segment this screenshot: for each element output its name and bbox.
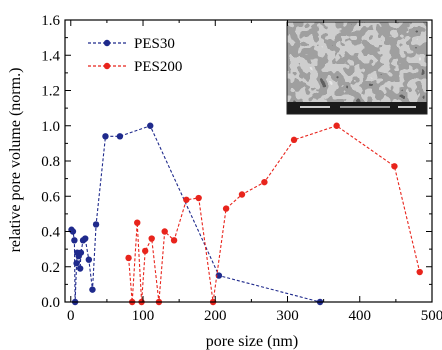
y-axis-label: relative pore volume (norm.) (7, 68, 24, 253)
x-tick-label: 200 (204, 308, 227, 324)
legend: PES30 PES200 (88, 36, 182, 75)
data-point-pes30 (85, 256, 93, 263)
y-tick-label: 0.4 (41, 225, 60, 241)
axes-layer: 0 100 200 300 400 500 0.0 0.2 0.4 0.6 0.8 1.0 1.2 1.4… (41, 13, 442, 324)
sem-inset-image (286, 21, 428, 115)
x-tick-label: 500 (421, 308, 442, 324)
data-point-pes200 (238, 191, 246, 198)
legend-label-pes30: PES30 (134, 36, 175, 52)
data-point-pes30 (102, 133, 109, 140)
data-point-pes30 (73, 260, 80, 267)
y-tick-label: 0.8 (41, 154, 60, 170)
data-point-pes30 (116, 133, 124, 140)
x-axis-label: pore size (nm) (206, 333, 298, 350)
x-tick-label: 100 (132, 308, 155, 324)
data-point-pes30 (69, 228, 77, 235)
legend-marker-pes30 (103, 39, 111, 47)
data-point-pes200 (261, 178, 268, 186)
data-point-pes30 (82, 235, 89, 242)
data-point-pes200 (134, 219, 141, 226)
data-point-pes200 (333, 122, 340, 129)
x-tick-label: 400 (349, 308, 372, 324)
data-point-pes200 (183, 196, 190, 203)
data-point-pes30 (71, 237, 78, 244)
y-tick-label: 1.0 (41, 119, 60, 135)
data-point-pes200 (222, 205, 230, 212)
data-point-pes30 (76, 265, 84, 272)
data-point-pes200 (170, 237, 178, 244)
data-point-pes30 (147, 122, 154, 129)
data-point-pes200 (416, 268, 423, 276)
x-tick-label: 300 (276, 308, 299, 324)
y-tick-label: 1.2 (41, 84, 60, 100)
y-tick-label: 1.6 (41, 13, 60, 29)
data-point-pes200 (148, 235, 155, 242)
series-layer (68, 122, 423, 306)
data-point-pes30 (215, 272, 223, 279)
data-point-pes200 (141, 247, 149, 255)
data-point-pes30 (77, 249, 85, 256)
data-point-pes200 (195, 194, 202, 202)
data-point-pes30 (89, 286, 96, 293)
series-line-pes30 (71, 125, 321, 303)
x-tick-label: 0 (67, 308, 75, 324)
legend-marker-pes200 (103, 62, 111, 70)
data-point-pes200 (125, 254, 132, 262)
legend-label-pes200: PES200 (134, 59, 182, 75)
y-tick-label: 0.2 (41, 260, 60, 276)
data-point-pes200 (391, 163, 398, 170)
data-point-pes30 (92, 221, 100, 228)
y-tick-label: 1.4 (41, 48, 60, 64)
data-point-pes200 (290, 136, 298, 144)
series-line-pes200 (128, 125, 421, 303)
y-tick-label: 0.6 (41, 189, 60, 205)
y-tick-label: 0.0 (41, 295, 60, 311)
data-point-pes200 (161, 228, 168, 235)
